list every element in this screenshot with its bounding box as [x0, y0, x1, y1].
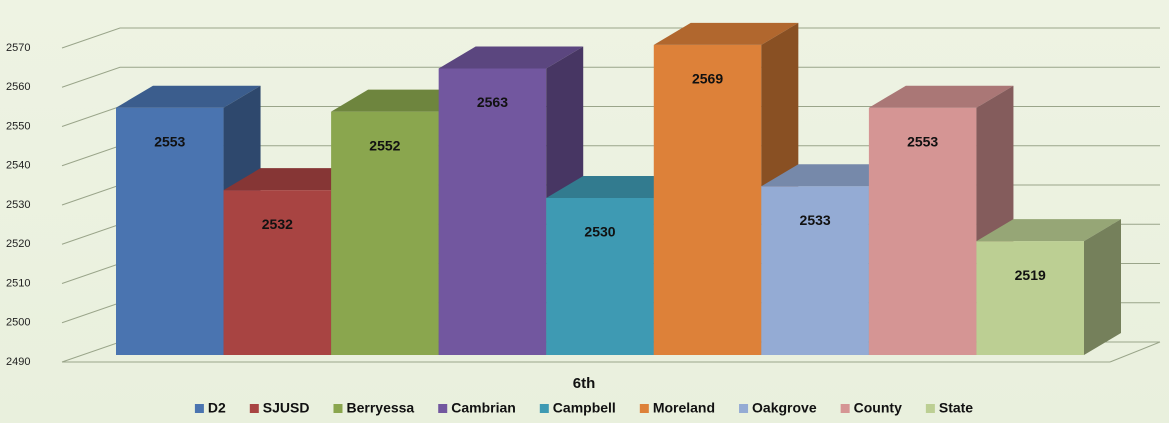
legend-label: Moreland — [653, 400, 715, 416]
value-label: 2519 — [1015, 267, 1046, 283]
legend-label: County — [854, 400, 902, 416]
legend-label: State — [939, 400, 973, 416]
y-tick-label: 2500 — [6, 317, 30, 329]
legend-swatch — [438, 404, 448, 413]
value-label: 2563 — [477, 94, 508, 110]
bar-top — [653, 22, 799, 45]
y-tick-label: 2550 — [6, 120, 30, 132]
legend-label: Campbell — [553, 400, 616, 416]
legend-swatch — [333, 404, 343, 413]
legend-swatch — [840, 404, 850, 413]
bar-front — [116, 107, 224, 355]
legend-label: D2 — [208, 400, 226, 416]
legend-swatch — [925, 404, 935, 413]
grid-line — [61, 66, 1160, 88]
y-tick-label: 2520 — [6, 238, 30, 250]
bar-side — [1084, 219, 1121, 355]
legend-label: Oakgrove — [752, 400, 817, 416]
grid-line — [61, 27, 1160, 49]
legend-label: Cambrian — [451, 400, 516, 416]
value-label: 2530 — [584, 224, 615, 240]
legend-label: Berryessa — [346, 400, 414, 416]
bar-front — [653, 44, 762, 356]
y-tick-label: 2560 — [6, 81, 30, 93]
y-tick-label: 2540 — [6, 160, 30, 172]
value-label: 2553 — [154, 133, 185, 149]
legend-swatch — [739, 404, 749, 413]
bar-front — [868, 107, 977, 355]
value-label: 2569 — [692, 71, 723, 87]
value-label: 2552 — [369, 137, 400, 153]
bar-front — [546, 198, 654, 355]
value-label: 2532 — [262, 216, 293, 232]
bar-front — [761, 186, 869, 355]
floor-edge — [1109, 341, 1161, 363]
bar-front — [223, 190, 332, 355]
legend-swatch — [539, 404, 549, 413]
bar-top — [976, 219, 1121, 242]
bar-top — [116, 85, 261, 108]
bar-front — [331, 111, 439, 356]
bar-top — [438, 46, 584, 69]
value-label: 2553 — [907, 133, 938, 149]
y-tick-label: 2490 — [6, 356, 30, 368]
legend-swatch — [194, 404, 204, 413]
bar-front — [976, 241, 1084, 355]
x-tick-label: 6th — [573, 375, 596, 392]
y-tick-label: 2570 — [6, 42, 30, 54]
y-tick-label: 2510 — [6, 277, 30, 289]
legend-swatch — [249, 404, 259, 413]
value-label: 2533 — [800, 212, 831, 228]
legend-swatch — [639, 404, 649, 413]
legend-label: SJUSD — [263, 400, 310, 416]
y-tick-label: 2530 — [6, 199, 30, 211]
bar-top — [868, 85, 1014, 108]
bar-front — [438, 68, 547, 355]
